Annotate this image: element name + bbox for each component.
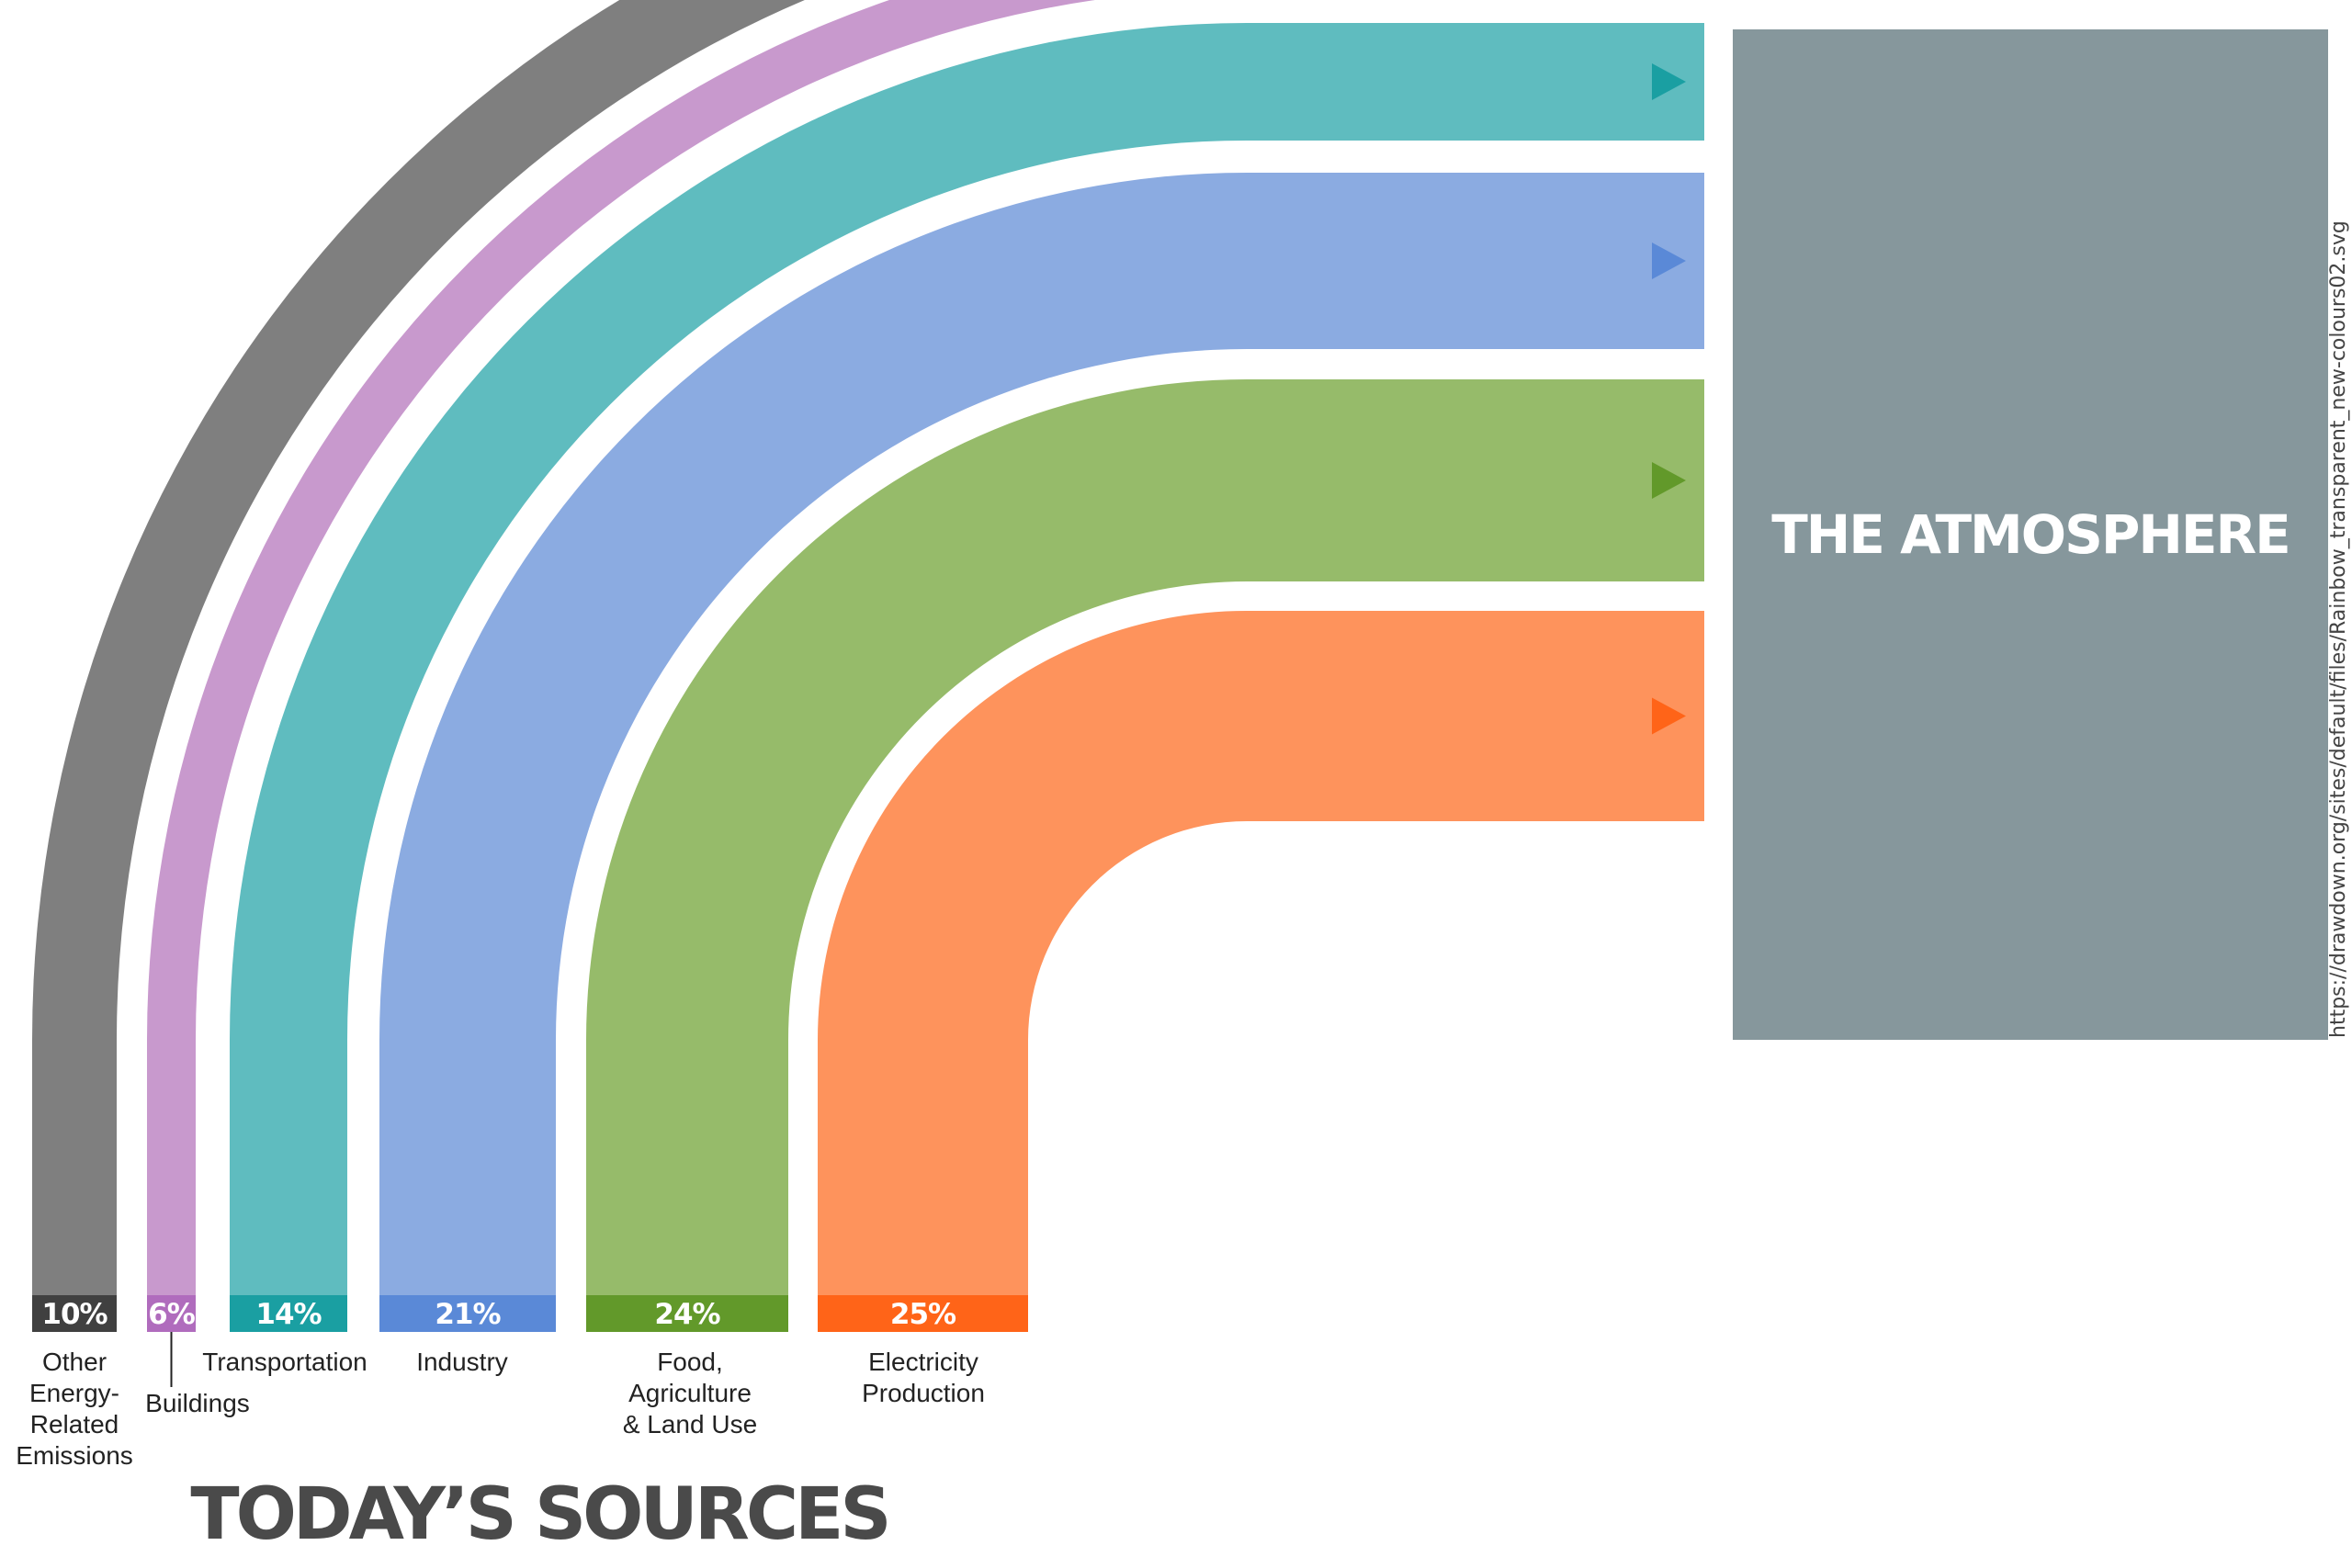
flow-band-electricity [818, 611, 1704, 1295]
arrow-icon [1652, 697, 1686, 735]
atmosphere-box [1733, 29, 2328, 1040]
percent-value-other: 10% [41, 1298, 107, 1331]
source-label-other: Emissions [16, 1441, 133, 1470]
percent-value-buildings: 6% [148, 1298, 196, 1331]
source-labels: Other Energy- Related Emissions Buildings Tra… [16, 1332, 985, 1470]
arrow-icon [1652, 462, 1686, 499]
source-label-industry: Industry [416, 1348, 508, 1376]
flow-band-transportation [230, 23, 1704, 1295]
source-label-food: & Land Use [623, 1410, 757, 1438]
diagram-title: TODAY’S SOURCES [190, 1473, 888, 1556]
source-label-other: Related [30, 1410, 119, 1438]
source-label-electricity: Production [862, 1379, 985, 1407]
flow-band-industry [379, 173, 1704, 1295]
percent-tag-buildings [147, 1295, 196, 1332]
percent-value-industry: 21% [435, 1298, 501, 1331]
percent-value-food: 24% [654, 1298, 720, 1331]
arrow-icon [1652, 63, 1686, 100]
source-url: https://drawdown.org/sites/default/files… [2327, 220, 2350, 1038]
percent-tag-electricity [818, 1295, 1028, 1332]
flow-band-food [586, 379, 1704, 1295]
percent-tag-other [32, 1295, 117, 1332]
source-label-buildings: Buildings [145, 1389, 250, 1417]
source-label-other: Other [42, 1348, 107, 1376]
source-label-food: Food, [657, 1348, 723, 1376]
source-label-food: Agriculture [628, 1379, 752, 1407]
flow-bands [32, 0, 1704, 1295]
percent-tags: 10% 6% 14% 21% 24% 25% [32, 1295, 1028, 1332]
percent-tag-food [586, 1295, 788, 1332]
source-label-other: Energy- [29, 1379, 119, 1407]
percent-tag-industry [379, 1295, 556, 1332]
percent-value-electricity: 25% [890, 1298, 956, 1331]
percent-tag-transportation [230, 1295, 347, 1332]
flow-band-other [32, 0, 805, 1295]
percent-value-transportation: 14% [255, 1298, 322, 1331]
source-label-transportation: Transportation [202, 1348, 368, 1376]
arrow-icon [1652, 243, 1686, 279]
atmosphere-label: THE ATMOSPHERE [1771, 503, 2290, 566]
source-label-electricity: Electricity [868, 1348, 978, 1376]
